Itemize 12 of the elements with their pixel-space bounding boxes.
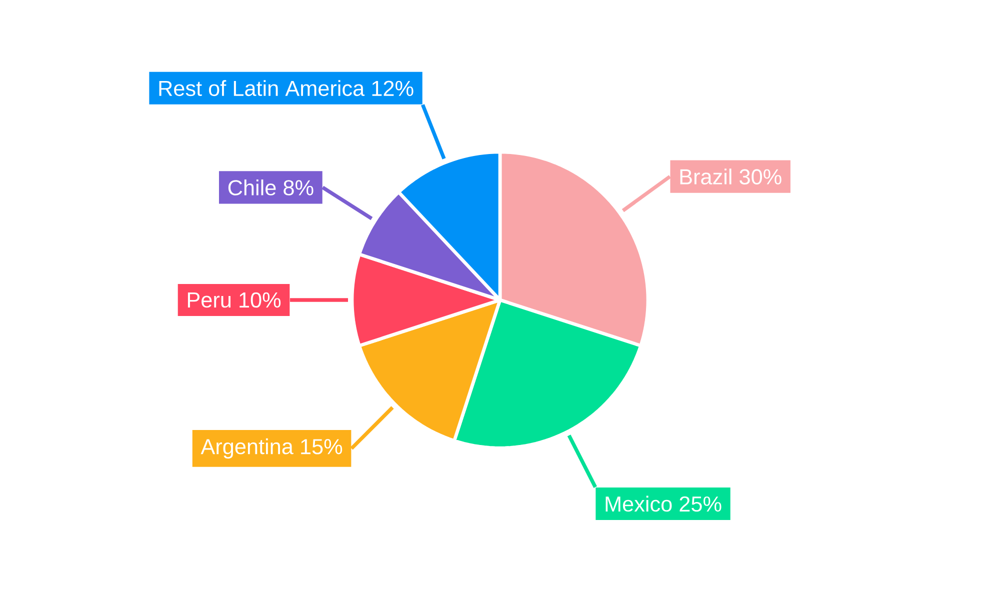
data-label: 30%: [740, 169, 782, 185]
data-label: 10%: [240, 292, 281, 308]
data-label: 15%: [301, 439, 342, 454]
slice-label: Mexico: [606, 496, 672, 512]
slice-label: Chile: [228, 180, 276, 196]
slice-label: Brazil: [680, 168, 732, 185]
slice-label: Argentina: [200, 438, 294, 459]
data-label: 25%: [680, 496, 722, 512]
data-label: 12%: [372, 80, 414, 96]
slice-label: Rest of Latin America: [159, 80, 365, 96]
slice-label: Peru: [188, 292, 231, 308]
data-label: 8%: [284, 180, 314, 196]
